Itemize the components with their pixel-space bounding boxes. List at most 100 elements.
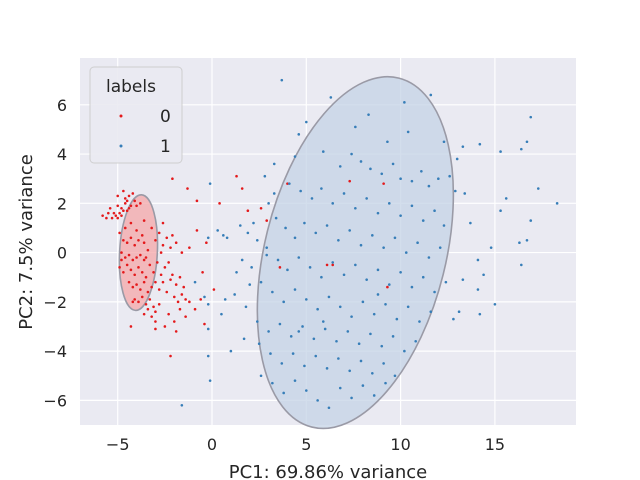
point-label-0 xyxy=(154,310,157,313)
point-label-1 xyxy=(403,101,406,104)
point-label-1 xyxy=(223,298,227,301)
point-label-0 xyxy=(150,226,153,230)
point-label-1 xyxy=(520,147,523,151)
point-label-0 xyxy=(110,216,114,220)
point-label-1 xyxy=(437,177,440,180)
y-axis-label: PC2: 7.5% variance xyxy=(16,154,37,330)
point-label-0 xyxy=(122,209,125,213)
point-label-1 xyxy=(380,172,384,176)
point-label-0 xyxy=(154,320,157,323)
point-label-0 xyxy=(118,211,121,215)
point-label-1 xyxy=(193,280,197,284)
point-label-0 xyxy=(154,280,157,284)
point-label-1 xyxy=(429,93,433,97)
point-label-0 xyxy=(161,243,165,247)
point-label-1 xyxy=(280,78,284,82)
point-label-0 xyxy=(169,278,172,281)
point-label-1 xyxy=(421,275,425,279)
point-label-1 xyxy=(442,140,446,144)
point-label-0 xyxy=(129,325,133,328)
point-label-1 xyxy=(299,189,302,193)
point-label-0 xyxy=(127,253,131,257)
point-label-0 xyxy=(146,307,150,311)
point-label-1 xyxy=(350,315,353,318)
point-label-1 xyxy=(350,152,353,156)
point-label-0 xyxy=(144,256,148,259)
point-label-1 xyxy=(310,197,314,200)
data-points xyxy=(101,78,559,410)
y-tick-labels: −6 −4 −2 0 2 4 6 xyxy=(43,96,67,411)
point-label-1 xyxy=(457,310,461,313)
legend-label-1: 1 xyxy=(160,137,171,157)
legend-title: labels xyxy=(106,77,156,97)
point-label-0 xyxy=(144,303,148,306)
point-label-0 xyxy=(142,280,146,284)
point-label-0 xyxy=(127,206,131,210)
point-label-1 xyxy=(387,202,391,205)
point-label-0 xyxy=(129,236,133,240)
point-label-0 xyxy=(157,303,161,306)
point-label-1 xyxy=(206,303,210,306)
point-label-0 xyxy=(116,194,120,198)
point-label-0 xyxy=(122,270,125,274)
point-label-0 xyxy=(184,315,187,318)
point-label-1 xyxy=(267,202,270,205)
point-label-1 xyxy=(239,224,242,227)
point-label-1 xyxy=(418,320,421,323)
point-label-1 xyxy=(265,246,269,249)
point-label-0 xyxy=(212,288,216,291)
point-label-1 xyxy=(312,337,316,341)
point-label-1 xyxy=(384,381,387,385)
point-label-1 xyxy=(276,258,280,262)
point-label-0 xyxy=(114,214,118,217)
point-label-0 xyxy=(150,285,153,289)
point-label-0 xyxy=(129,268,133,272)
point-label-1 xyxy=(297,330,301,333)
point-label-1 xyxy=(255,238,259,242)
point-label-1 xyxy=(369,167,372,171)
point-label-0 xyxy=(150,315,153,318)
point-label-1 xyxy=(357,342,361,346)
point-label-0 xyxy=(116,204,120,208)
point-label-0 xyxy=(140,234,144,237)
point-label-1 xyxy=(301,325,304,328)
point-label-1 xyxy=(386,140,389,144)
point-label-1 xyxy=(246,231,250,235)
point-label-0 xyxy=(171,273,174,277)
point-label-1 xyxy=(461,278,465,281)
x-tick-label: 5 xyxy=(301,435,311,454)
point-label-1 xyxy=(331,202,335,205)
point-label-1 xyxy=(327,295,331,299)
point-label-1 xyxy=(272,192,276,195)
point-label-0 xyxy=(133,199,136,203)
point-label-1 xyxy=(350,396,353,400)
point-label-1 xyxy=(282,391,285,395)
point-label-1 xyxy=(242,337,246,341)
point-label-0 xyxy=(174,283,178,286)
point-label-0 xyxy=(140,270,144,274)
point-label-1 xyxy=(354,206,357,210)
point-label-1 xyxy=(303,364,306,368)
point-label-1 xyxy=(404,251,408,254)
point-label-0 xyxy=(129,204,133,208)
point-label-0 xyxy=(169,246,172,249)
point-label-0 xyxy=(195,229,199,232)
point-label-1 xyxy=(461,145,465,148)
point-label-1 xyxy=(259,374,263,378)
point-label-1 xyxy=(314,231,318,235)
point-label-0 xyxy=(161,221,165,225)
y-tick-label: 0 xyxy=(57,244,67,263)
point-label-0 xyxy=(167,261,170,264)
point-label-0 xyxy=(125,263,129,267)
point-label-1 xyxy=(282,300,285,304)
point-label-0 xyxy=(195,199,199,203)
point-label-0 xyxy=(174,241,178,245)
point-label-0 xyxy=(142,258,146,262)
point-label-0 xyxy=(180,251,184,254)
legend: labels 0 1 xyxy=(89,66,183,164)
point-label-1 xyxy=(455,157,459,161)
point-label-0 xyxy=(120,251,123,254)
point-label-1 xyxy=(406,305,410,309)
point-label-0 xyxy=(148,298,152,301)
point-label-1 xyxy=(321,320,325,323)
